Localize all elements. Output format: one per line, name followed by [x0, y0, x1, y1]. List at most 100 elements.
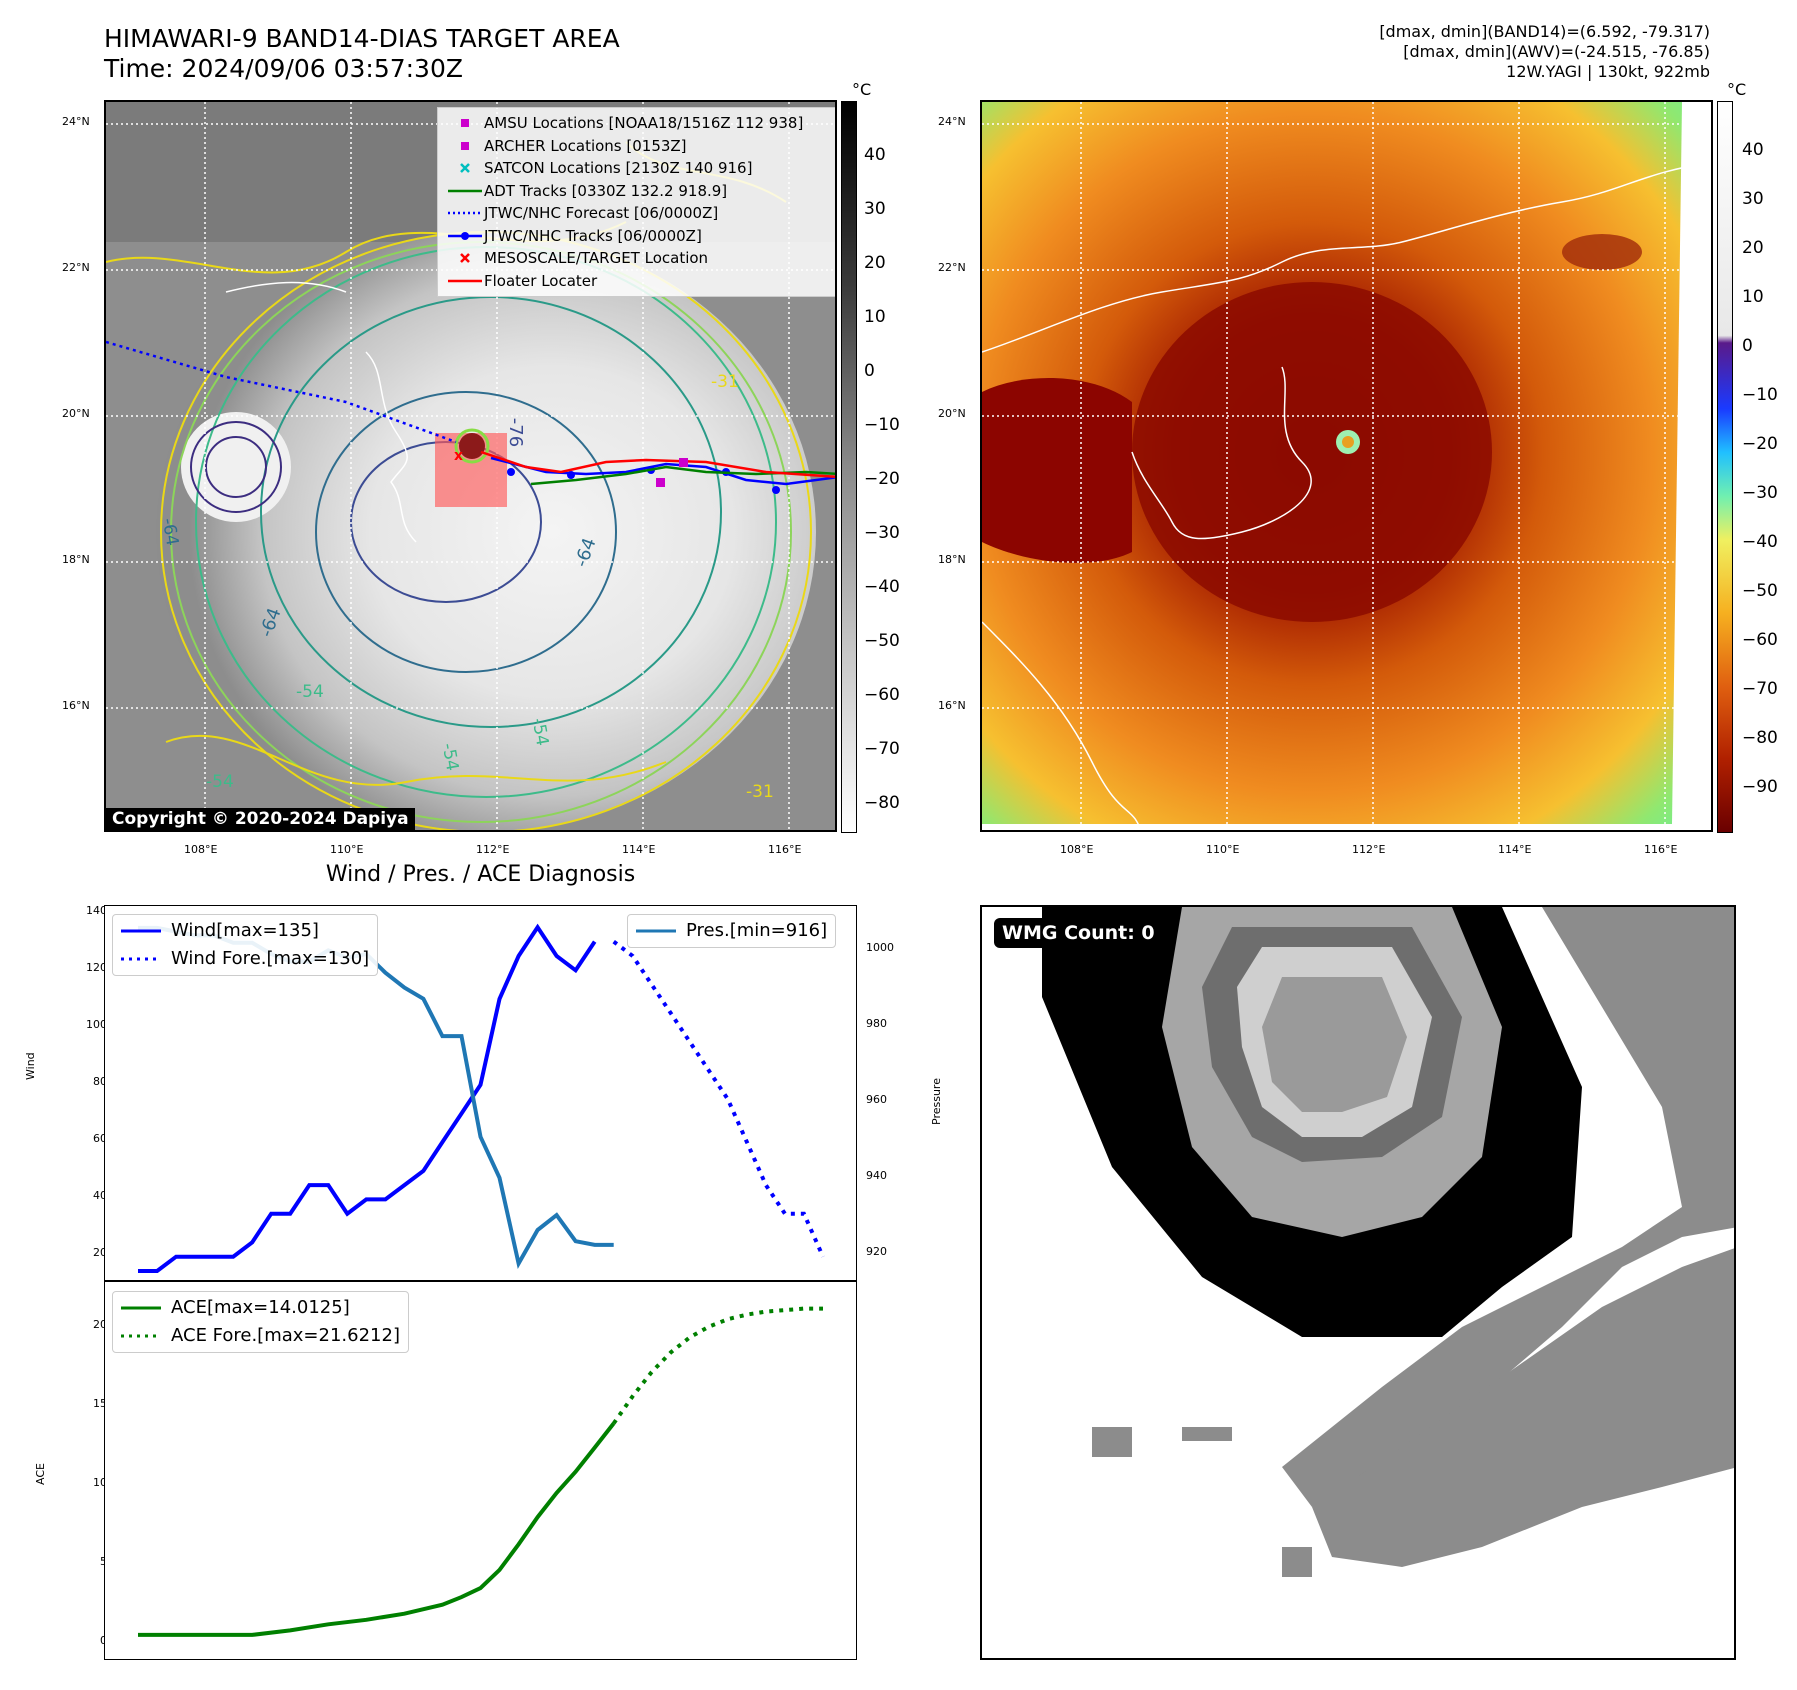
series-line-1 [612, 940, 825, 1258]
grayscale-colorbar [841, 101, 857, 833]
colorbar-tick: −90 [1742, 777, 1778, 797]
lon-label: 112°E [1352, 843, 1386, 856]
colorbar-tick: −60 [864, 685, 900, 705]
series-line-0 [138, 1422, 616, 1637]
map-legend: AMSU Locations [NOAA18/1516Z 112 938] AR… [437, 107, 835, 297]
legend-label: AMSU Locations [NOAA18/1516Z 112 938] [484, 114, 804, 132]
legend-label: Floater Locater [484, 271, 598, 290]
pressure-tick: 960 [866, 1093, 887, 1106]
legend-swatch [461, 141, 469, 150]
lon-label: 112°E [476, 843, 510, 856]
lon-label: 110°E [1206, 843, 1240, 856]
legend-item: ADT Tracks [0330Z 132.2 918.9] [446, 180, 828, 203]
legend-label: SATCON Locations [2130Z 140 916] [484, 159, 753, 177]
colorbar-unit: °C [1727, 80, 1747, 99]
colorbar-tick: 0 [1742, 336, 1753, 356]
pressure-tick: 980 [866, 1017, 887, 1030]
awv-map-image [982, 102, 1711, 830]
colorbar-tick: 30 [864, 199, 886, 219]
legend-item: JTWC/NHC Forecast [06/0000Z] [446, 202, 828, 225]
lat-label: 24°N [62, 115, 90, 128]
legend-label: JTWC/NHC Forecast [06/0000Z] [484, 204, 719, 222]
colorbar-tick: 40 [864, 145, 886, 165]
wmg-count-badge: WMG Count: 0 [994, 918, 1163, 948]
colorbar-tick: −20 [864, 469, 900, 489]
dotted-line-icon [121, 957, 161, 961]
diagnosis-title: Wind / Pres. / ACE Diagnosis [325, 862, 636, 887]
lat-label: 18°N [938, 553, 966, 566]
colorbar-tick: 40 [1742, 140, 1764, 160]
contour-label: -54 [296, 682, 324, 702]
colorbar-tick: −10 [1742, 385, 1778, 405]
wind-tick: 100 [86, 1018, 107, 1031]
lon-label: 114°E [1498, 843, 1532, 856]
lon-label: 110°E [330, 843, 364, 856]
pressure-tick: 920 [866, 1245, 887, 1258]
legend-swatch [460, 163, 470, 174]
colorbar-tick: −60 [1742, 630, 1778, 650]
lat-label: 20°N [62, 407, 90, 420]
dotted-line-icon [446, 202, 484, 224]
lat-label: 16°N [62, 699, 90, 712]
legend-item: Floater Locater [446, 270, 828, 293]
colorbar-tick: −20 [1742, 434, 1778, 454]
awv-map-panel [980, 100, 1713, 832]
wmg-panel: WMG Count: 0 [980, 905, 1736, 1660]
colorbar-tick: −80 [864, 793, 900, 813]
colorbar-tick: 10 [1742, 287, 1764, 307]
x-marker-icon [446, 247, 484, 269]
legend-item: ARCHER Locations [0153Z] [446, 135, 828, 158]
lat-label: 22°N [62, 261, 90, 274]
lon-label: 108°E [184, 843, 218, 856]
diagnosis-chart [104, 905, 857, 1660]
copyright-label: Copyright © 2020-2024 Dapiya [106, 808, 415, 830]
dotted-line-icon [121, 1334, 161, 1338]
legend-swatch [461, 119, 469, 128]
solid-line-icon [121, 1306, 161, 1310]
legend-label: MESOSCALE/TARGET Location [484, 249, 709, 267]
pressure-axis-label: Pressure [930, 1078, 943, 1125]
colorbar-tick: 10 [864, 307, 886, 327]
legend-label: JTWC/NHC Tracks [06/0000Z] [484, 226, 702, 245]
line-dot-icon [446, 225, 484, 247]
colorbar-tick: 30 [1742, 189, 1764, 209]
line-marker-icon [446, 180, 484, 202]
title-line-1: HIMAWARI-9 BAND14-DIAS TARGET AREA [104, 24, 620, 53]
lat-label: 22°N [938, 261, 966, 274]
legend-label: Pres.[min=916] [686, 920, 828, 941]
lon-label: 108°E [1060, 843, 1094, 856]
wind-axis-label: Wind [24, 1052, 37, 1080]
legend-item: Wind Fore.[max=130] [121, 945, 369, 973]
colorbar-tick: −40 [864, 577, 900, 597]
ace-legend: ACE[max=14.0125] ACE Fore.[max=21.6212] [112, 1291, 409, 1353]
legend-label: ARCHER Locations [0153Z] [484, 136, 687, 155]
legend-label: Wind[max=135] [171, 920, 319, 941]
awv-stats: [dmax, dmin](AWV)=(-24.515, -76.85) [1403, 42, 1710, 61]
pressure-legend: Pres.[min=916] [627, 914, 837, 948]
contour-label: -76 [505, 417, 527, 448]
colorbar-tick: −50 [864, 631, 900, 651]
storm-info: 12W.YAGI | 130kt, 922mb [1506, 62, 1710, 81]
pressure-tick: 940 [866, 1169, 887, 1182]
lon-label: 114°E [622, 843, 656, 856]
awv-colorbar [1717, 101, 1733, 833]
pressure-tick: 1000 [866, 941, 894, 954]
colorbar-tick: −30 [864, 523, 900, 543]
colorbar-tick: −50 [1742, 581, 1778, 601]
wind-legend: Wind[max=135] Wind Fore.[max=130] [112, 914, 379, 976]
wind-tick: 140 [86, 904, 107, 917]
ir-map-panel: x -76 -64 -64 -54 -54 -54 -31 -31 -64 -5… [104, 100, 837, 832]
lon-label: 116°E [768, 843, 802, 856]
line-marker-icon [446, 270, 484, 292]
contour-label: -31 [711, 372, 739, 392]
square-marker-icon [446, 135, 484, 157]
legend-item: JTWC/NHC Tracks [06/0000Z] [446, 225, 828, 248]
colorbar-tick: −40 [1742, 532, 1778, 552]
stats-block: [dmax, dmin](BAND14)=(6.592, -79.317) [d… [1379, 22, 1710, 82]
legend-swatch [460, 253, 470, 264]
colorbar-tick: −70 [864, 739, 900, 759]
square-marker-icon [446, 112, 484, 134]
colorbar-tick: −10 [864, 415, 900, 435]
colorbar-tick: 20 [864, 253, 886, 273]
legend-item: MESOSCALE/TARGET Location [446, 247, 828, 270]
